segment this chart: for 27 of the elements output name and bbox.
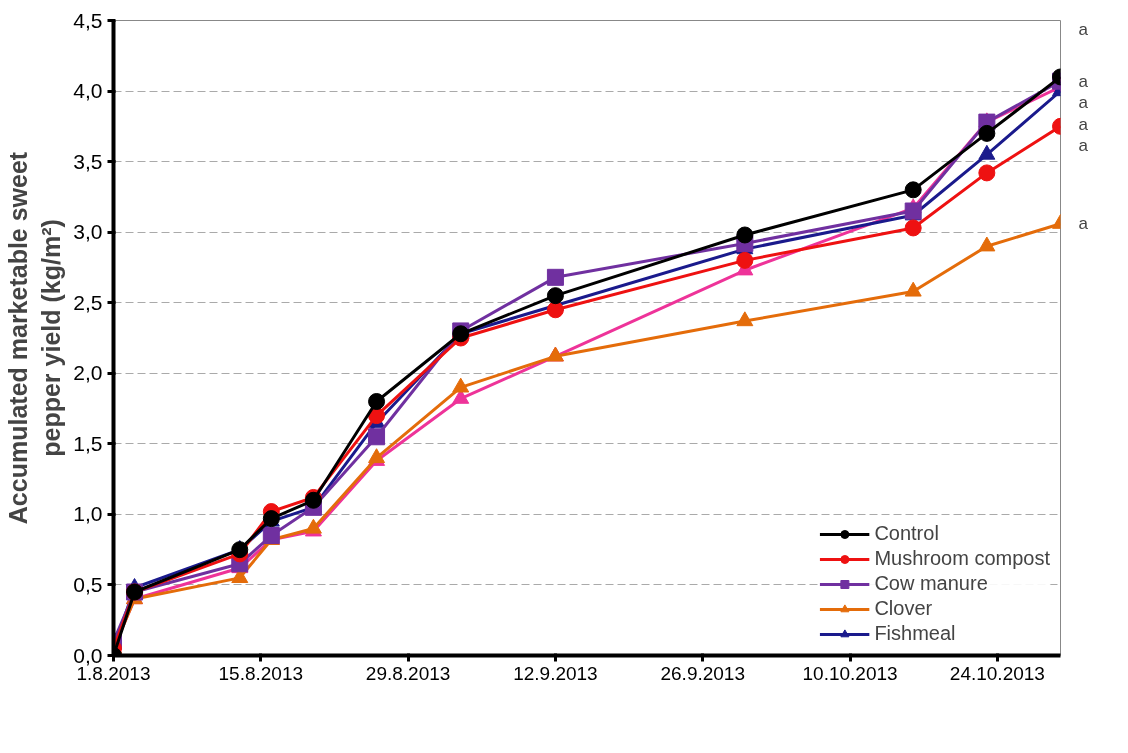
x-tick-label: 12.9.2013 [513, 662, 598, 684]
text: a [1078, 136, 1089, 156]
text: a [1078, 93, 1089, 113]
legend-label: Cow manure [874, 572, 988, 595]
text: a [1078, 19, 1089, 39]
x-tick-label: 15.8.2013 [218, 662, 304, 684]
x-tick-label: 29.8.2013 [365, 662, 451, 684]
x-tick-label: 10.10.2013 [802, 662, 898, 684]
x-tick-label: 24.10.2013 [949, 662, 1045, 684]
y-tick-label: 0,5 [73, 572, 103, 596]
y-axis-title: Accumulated marketable sweet pepper yield (kg/m²) [3, 151, 66, 525]
text: a [1078, 71, 1089, 91]
y-tick-label: 4,5 [73, 8, 103, 32]
y-tick-label: 2,0 [73, 361, 103, 385]
y-tick-label: 1,5 [73, 431, 103, 455]
legend-label: Control [874, 522, 939, 545]
text: a [1078, 114, 1089, 134]
y-tick-label: 3,0 [73, 220, 103, 244]
legend-label: Mushroom compost [874, 547, 1050, 570]
y-tick-label: 2,5 [73, 290, 103, 314]
y-tick-label: 1,0 [73, 502, 103, 526]
x-tick-label: 26.9.2013 [660, 662, 746, 684]
text: a [1078, 214, 1089, 234]
legend-label: Fishmeal [874, 622, 956, 645]
legend-label: Clover [874, 597, 933, 620]
y-tick-label: 3,5 [73, 149, 103, 173]
y-tick-label: 4,0 [73, 79, 103, 103]
